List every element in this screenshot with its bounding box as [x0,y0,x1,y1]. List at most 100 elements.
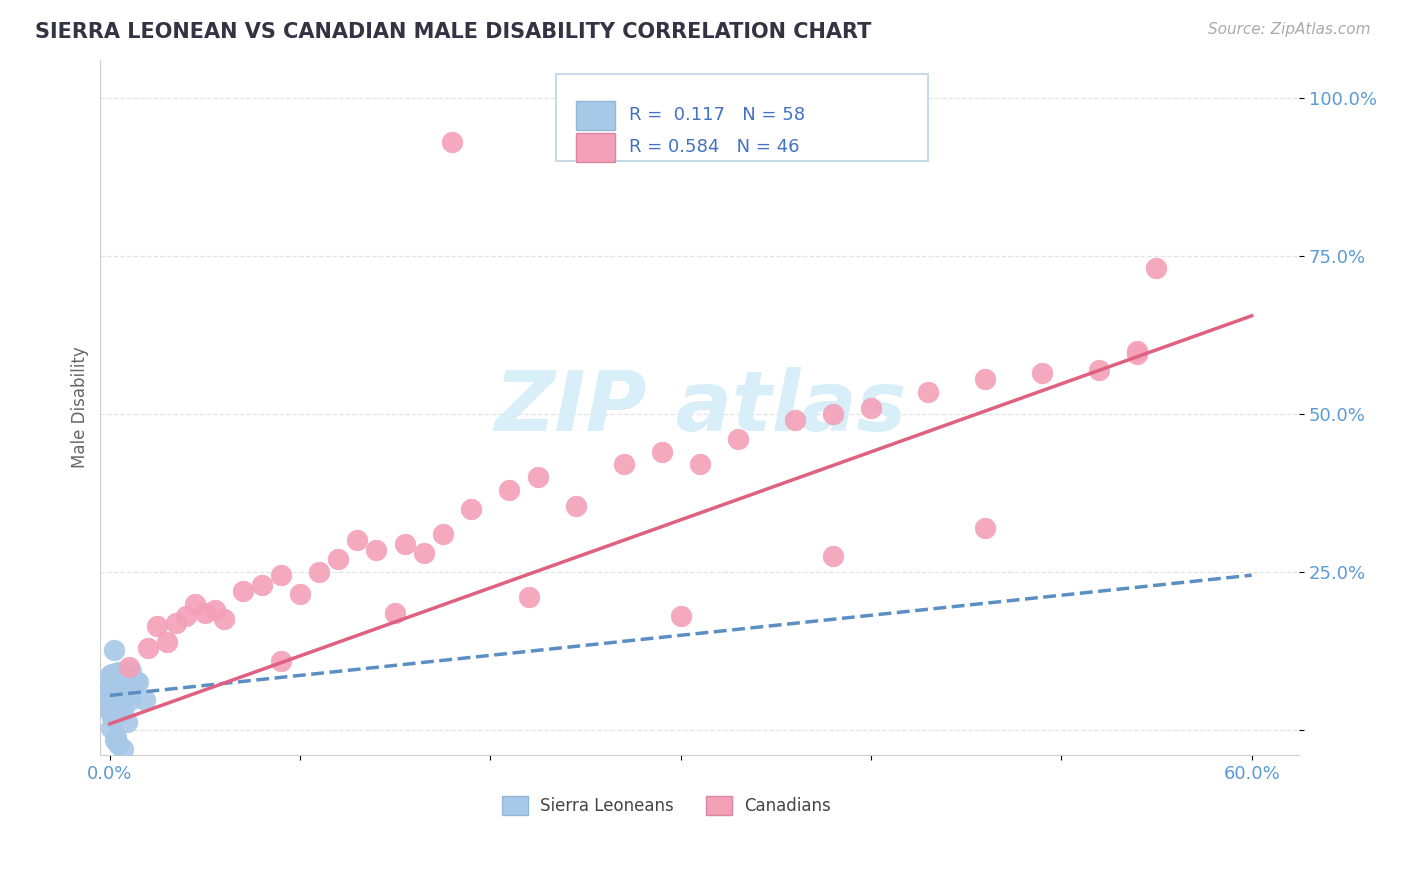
Point [498,483,520,497]
Point [101,690,124,705]
Point [98,704,121,718]
Point [104,732,127,747]
Point [136,640,159,655]
Point [118,660,141,674]
Point [821,549,844,564]
Point [689,458,711,472]
Point [100,678,122,692]
Point [107,693,129,707]
Point [860,401,883,415]
Text: ZIP atlas: ZIP atlas [494,367,905,448]
Point [974,521,997,535]
Point [107,737,129,751]
Point [460,501,482,516]
Point [100,706,122,721]
Point [105,696,128,710]
Point [98,690,121,705]
Point [104,680,127,694]
Point [412,546,434,560]
Point [232,584,254,599]
Point [166,615,188,630]
Point [111,701,134,715]
Bar [576,133,614,162]
Point [432,527,454,541]
Point [100,698,122,712]
Point [1146,261,1168,276]
Point [100,710,122,724]
Point [108,665,131,679]
Bar [576,101,614,130]
Point [104,707,127,722]
Text: R = 0.584   N = 46: R = 0.584 N = 46 [628,138,800,156]
Point [134,693,156,707]
Point [111,692,134,706]
Point [917,384,939,399]
Point [270,568,292,582]
Bar [502,796,529,815]
Point [101,677,124,691]
Point [1126,347,1149,361]
Point [100,698,122,712]
Point [112,705,135,719]
Point [112,742,135,756]
Point [100,666,122,681]
Point [101,673,124,688]
Point [118,673,141,688]
Point [821,407,844,421]
Point [727,432,749,446]
Point [104,676,127,690]
Point [517,591,540,605]
Point [104,675,127,690]
Text: SIERRA LEONEAN VS CANADIAN MALE DISABILITY CORRELATION CHART: SIERRA LEONEAN VS CANADIAN MALE DISABILI… [35,22,872,42]
Point [174,609,197,624]
Point [974,372,997,386]
Point [104,730,127,744]
Point [110,682,132,697]
Point [194,606,217,620]
Point [98,680,121,694]
Text: Source: ZipAtlas.com: Source: ZipAtlas.com [1208,22,1371,37]
Point [212,612,235,626]
Text: R =  0.117   N = 58: R = 0.117 N = 58 [628,106,806,124]
Point [204,603,226,617]
Point [110,677,132,691]
Point [112,692,135,706]
Point [288,587,311,601]
Point [125,675,148,690]
Point [346,533,368,548]
Point [103,696,125,710]
Point [104,685,127,699]
FancyBboxPatch shape [555,73,928,161]
Point [366,542,388,557]
Point [100,722,122,736]
Point [441,135,464,149]
Point [651,445,673,459]
Point [100,694,122,708]
Point [565,499,588,513]
Point [104,666,127,681]
Point [527,470,550,484]
Point [111,668,134,682]
Point [98,688,121,702]
Text: Canadians: Canadians [744,797,831,814]
Point [118,673,141,687]
Point [118,693,141,707]
Point [112,687,135,701]
Point [1088,362,1111,376]
Point [103,683,125,698]
Point [103,643,125,657]
Point [184,597,207,611]
Point [127,675,149,690]
Point [613,458,636,472]
Point [100,681,122,696]
Point [104,693,127,707]
Point [250,577,273,591]
Point [308,565,330,579]
Point [100,668,122,682]
Point [101,684,124,698]
Point [105,679,128,693]
Point [669,609,692,624]
Point [101,671,124,685]
Point [783,413,806,427]
Point [120,664,142,678]
